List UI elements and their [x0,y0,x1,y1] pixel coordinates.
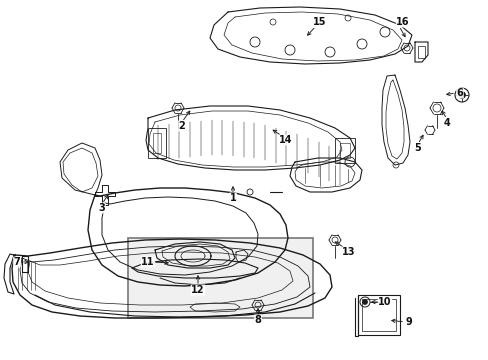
Bar [128,238,312,318]
Text: 6: 6 [456,88,463,98]
Text: 12: 12 [191,285,204,295]
Circle shape [458,91,465,99]
Bar [334,138,354,163]
Text: 13: 13 [342,247,355,257]
Text: 10: 10 [378,297,391,307]
Bar [357,295,399,335]
Text: 15: 15 [313,17,326,27]
Text: 8: 8 [254,315,261,325]
Circle shape [362,300,367,305]
Text: 5: 5 [414,143,421,153]
Bar [361,299,395,331]
Bar [339,143,349,158]
Bar [153,133,161,153]
Text: 3: 3 [99,203,105,213]
Text: 1: 1 [229,193,236,203]
Text: 9: 9 [405,317,411,327]
Text: 11: 11 [141,257,154,267]
Text: 7: 7 [14,257,20,267]
Text: 4: 4 [443,118,449,128]
Text: 14: 14 [279,135,292,145]
Bar [148,128,165,158]
Bar [417,46,424,58]
Text: 16: 16 [395,17,409,27]
Text: 2: 2 [178,121,185,131]
